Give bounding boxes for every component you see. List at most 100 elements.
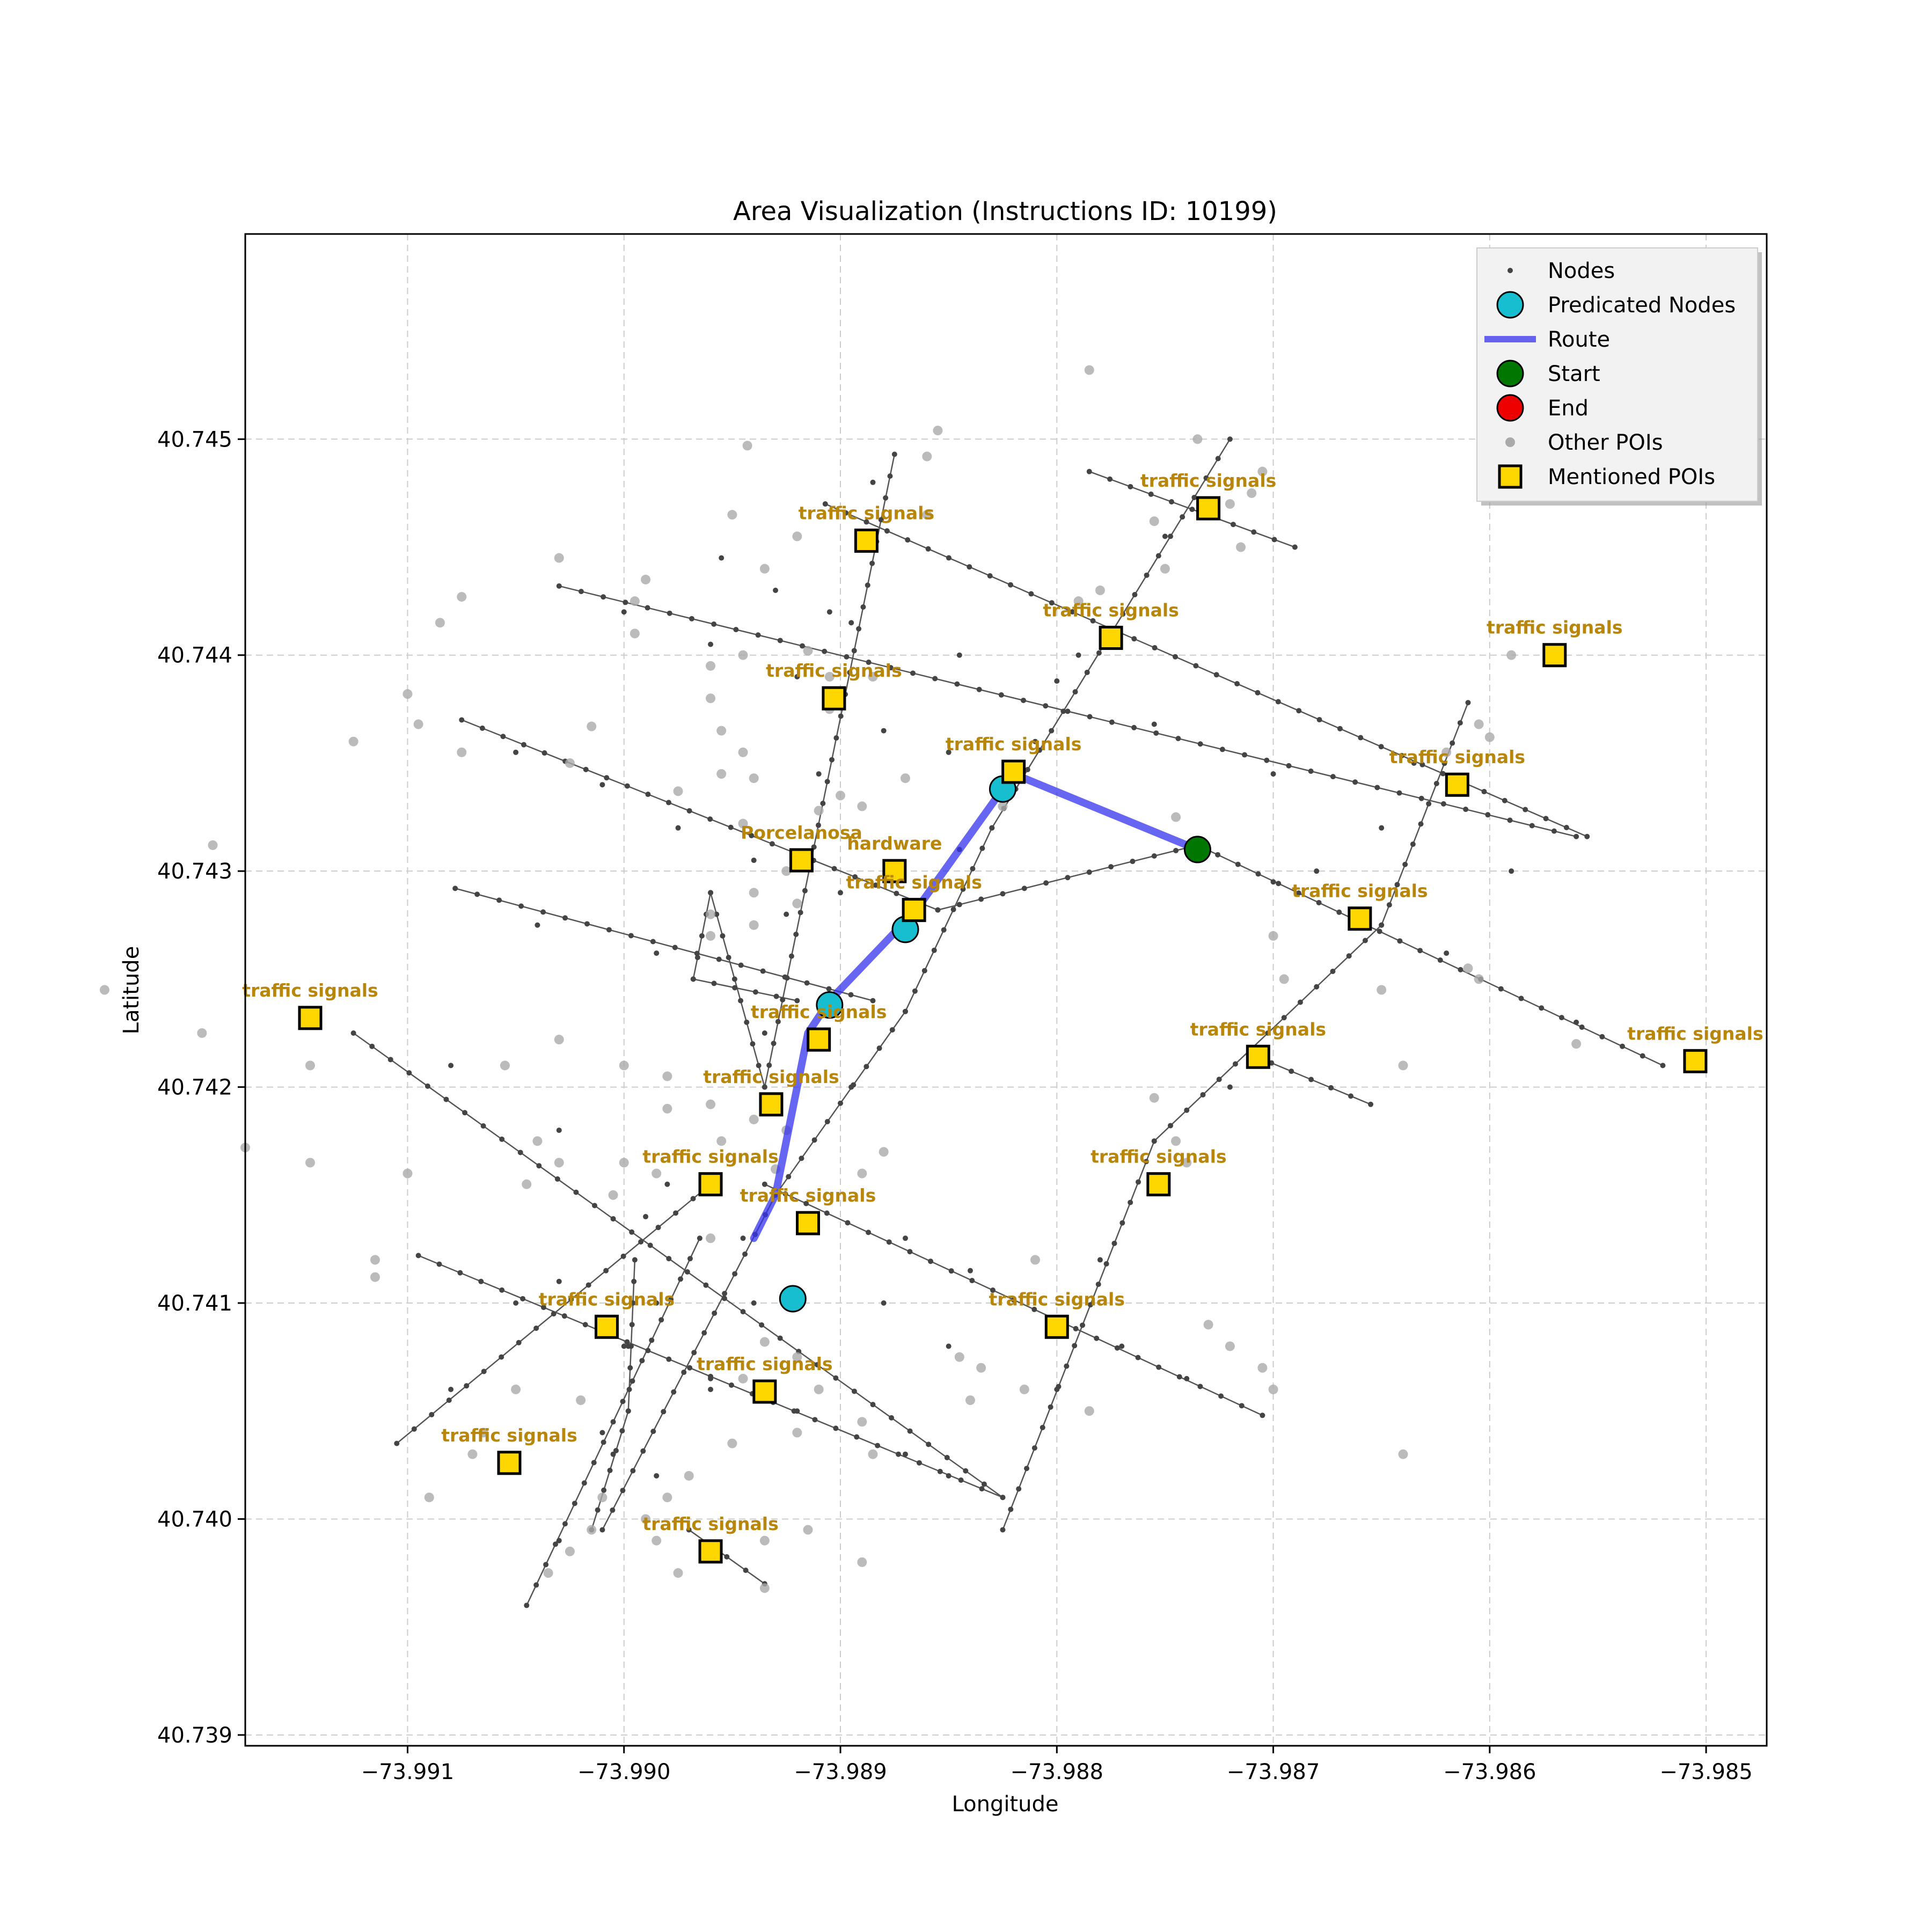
graph-node <box>1551 828 1557 834</box>
plot-frame <box>244 233 1768 1747</box>
graph-node <box>1197 1384 1203 1389</box>
graph-node <box>1189 507 1195 513</box>
other-poi-marker <box>706 909 716 919</box>
graph-node <box>816 771 822 777</box>
graph-node <box>1368 1101 1374 1107</box>
other-poi-marker <box>835 791 845 801</box>
graph-node <box>1386 902 1392 908</box>
graph-node <box>937 1468 943 1474</box>
graph-node <box>1440 771 1446 777</box>
graph-node <box>1153 730 1159 736</box>
other-poi-marker <box>457 592 467 602</box>
other-poi-marker <box>738 650 748 660</box>
mentioned-poi-marker <box>497 1451 522 1475</box>
other-poi-marker <box>716 1136 727 1146</box>
other-poi-marker <box>1030 1255 1040 1265</box>
graph-node <box>837 1100 843 1106</box>
other-poi-marker <box>597 1492 608 1503</box>
graph-node <box>865 582 870 588</box>
graph-node <box>712 1310 718 1316</box>
graph-node <box>1169 499 1175 505</box>
graph-node <box>875 1443 881 1448</box>
graph-node <box>643 1214 649 1220</box>
mentioned-poi-marker <box>854 528 879 553</box>
other-poi-marker <box>1073 596 1084 606</box>
graph-node <box>740 1309 746 1315</box>
graph-node <box>728 824 734 830</box>
graph-node <box>513 1300 519 1306</box>
graph-node <box>1230 522 1236 528</box>
graph-node <box>724 1554 730 1560</box>
graph-node <box>912 988 918 994</box>
graph-node <box>464 1383 470 1389</box>
graph-node <box>1417 948 1423 954</box>
street-edge <box>709 892 766 1087</box>
mentioned-poi-label: traffic signals <box>697 1353 832 1374</box>
graph-node <box>889 1027 895 1033</box>
legend: Nodes Predicated Nodes Route Start End Other … <box>1476 247 1762 506</box>
graph-node <box>623 599 628 605</box>
mentioned-poi-label: Porcelanosa <box>741 822 862 843</box>
graph-node <box>551 1311 557 1317</box>
mentioned-poi-label: traffic signals <box>1389 747 1525 767</box>
graph-node <box>1016 1486 1022 1492</box>
graph-node <box>799 643 805 649</box>
other-poi-marker <box>543 1568 553 1578</box>
graph-node <box>627 1365 633 1371</box>
mentioned-poi-marker <box>807 1027 831 1052</box>
other-poi-marker <box>630 628 640 639</box>
graph-node <box>1032 738 1038 744</box>
graph-node <box>640 1448 646 1454</box>
graph-node <box>944 1455 950 1461</box>
other-poi-marker <box>608 1190 618 1200</box>
graph-node <box>1048 1404 1053 1410</box>
graph-node <box>583 766 589 772</box>
graph-node <box>969 1278 975 1284</box>
mentioned-poi-marker <box>1348 906 1372 931</box>
x-tick-label: −73.991 <box>361 1760 454 1784</box>
x-tick-label: −73.988 <box>1011 1760 1103 1784</box>
graph-node <box>837 890 843 896</box>
graph-node <box>822 648 828 654</box>
graph-node <box>743 1568 749 1574</box>
other-poi-marker <box>922 510 932 520</box>
other-poi-marker <box>1474 719 1484 729</box>
graph-node <box>979 1486 985 1492</box>
other-poi-marker <box>933 426 943 436</box>
other-poi-marker <box>1398 1449 1408 1459</box>
graph-node <box>886 1239 892 1245</box>
graph-node <box>568 1297 574 1302</box>
graph-node <box>958 1477 964 1483</box>
graph-node <box>582 1322 588 1328</box>
graph-node <box>518 903 524 909</box>
other-poi-marker <box>662 1071 672 1081</box>
mentioned-poi-label: traffic signals <box>740 1185 876 1206</box>
other-poi-marker <box>478 1428 488 1438</box>
graph-node <box>979 845 985 851</box>
graph-node <box>784 975 790 981</box>
street-edge <box>461 719 938 911</box>
graph-node <box>1152 645 1158 651</box>
graph-node <box>533 1325 539 1331</box>
graph-node <box>500 734 506 740</box>
graph-node <box>620 1488 626 1494</box>
mentioned-poi-marker <box>1099 626 1123 650</box>
graph-node <box>866 660 872 665</box>
other-poi-marker <box>1149 1093 1159 1103</box>
map-title: Area Visualization (Instructions ID: 101… <box>733 196 1277 226</box>
graph-node <box>812 1417 818 1423</box>
graph-node <box>524 1602 530 1608</box>
graph-node <box>1119 1220 1125 1226</box>
street-edge <box>904 828 993 1012</box>
graph-node <box>436 1261 442 1267</box>
graph-node <box>773 993 779 999</box>
graph-node <box>848 620 854 626</box>
graph-node <box>1440 801 1446 807</box>
other-poi-marker <box>716 769 727 779</box>
street-edge <box>825 503 1587 837</box>
graph-node <box>1314 868 1320 874</box>
graph-node <box>838 713 844 719</box>
graph-node <box>811 1137 817 1143</box>
graph-node <box>690 1196 696 1202</box>
other-poi-marker <box>619 1060 629 1071</box>
